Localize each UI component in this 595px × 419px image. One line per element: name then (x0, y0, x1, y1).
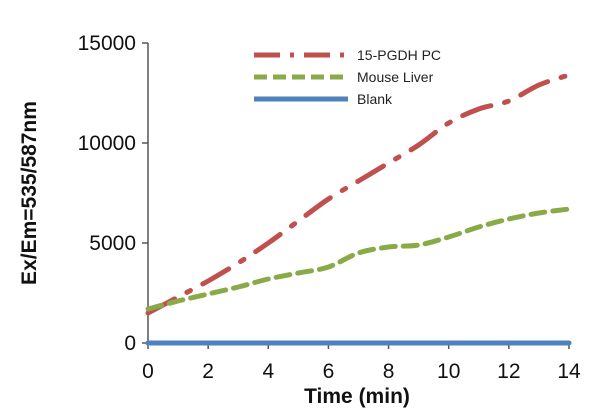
y-tick-label: 0 (124, 332, 136, 355)
y-tick-label: 15000 (78, 32, 136, 55)
x-tick-label: 10 (437, 360, 460, 383)
x-tick-label: 6 (323, 360, 335, 383)
x-tick-label: 2 (202, 360, 214, 383)
legend-label: Mouse Liver (357, 69, 434, 85)
x-tick-label: 12 (497, 360, 520, 383)
x-tick-label: 4 (262, 360, 274, 383)
x-tick-label: 14 (557, 360, 581, 383)
y-tick-label: 10000 (78, 132, 136, 155)
axes: 0 5000 10000 15000 0 2 4 6 8 10 12 14 (78, 32, 581, 383)
y-axis-title: Ex/Em=535/587nm (18, 101, 41, 285)
x-axis-title: Time (min) (304, 385, 410, 408)
series-line-mouse-liver (145, 206, 572, 312)
y-tick-label: 5000 (89, 232, 136, 255)
series-line-15-pgdh-pc (145, 72, 572, 316)
legend-label: 15-PGDH PC (357, 47, 441, 63)
series-layer (145, 72, 572, 346)
x-tick-label: 0 (142, 360, 154, 383)
legend-label: Blank (357, 91, 393, 107)
legend: 15-PGDH PC Mouse Liver Blank (254, 47, 441, 107)
x-tick-label: 8 (383, 360, 395, 383)
